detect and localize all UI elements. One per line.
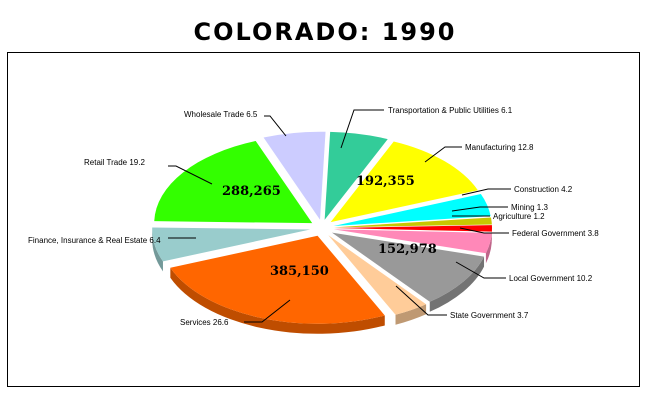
- pie-slice-1: [324, 131, 388, 220]
- leader-lines: [168, 109, 511, 323]
- slice-label-9: Services 26.6: [180, 318, 229, 327]
- pie-slice-side-8: [395, 304, 427, 325]
- data-label-2: 152,978: [378, 242, 437, 257]
- slice-label-7: Local Government 10.2: [509, 274, 593, 283]
- data-label-1: 192,355: [356, 174, 415, 189]
- leader-line-6: [459, 227, 509, 234]
- pie-slice-top-9: [170, 235, 385, 324]
- pie-slice-side-9: [170, 267, 385, 334]
- pie-slice-side-6: [485, 232, 492, 264]
- leader-line-9: [244, 299, 291, 323]
- leader-line-2: [424, 146, 462, 163]
- leader-line-1: [340, 109, 384, 149]
- data-label-3: 385,150: [270, 264, 329, 279]
- pie-slice-top-2: [330, 141, 478, 223]
- slice-label-5: Agriculture 1.2: [493, 212, 545, 221]
- pie-slice-5: [333, 225, 492, 242]
- slice-labels: Transportation & Public Utilities 6.1 Man…: [28, 106, 599, 327]
- pie-slice-top-11: [154, 140, 313, 224]
- leader-line-3: [461, 188, 511, 196]
- leader-line-11: [168, 165, 213, 185]
- pie-slice-8: [328, 235, 427, 325]
- pie-slice-6: [333, 229, 492, 264]
- leader-line-4: [451, 206, 508, 212]
- pie-slice-7: [331, 232, 485, 312]
- pie-slice-top-1: [324, 131, 388, 220]
- pie-slice-11: [154, 140, 313, 224]
- pie-slice-12: [263, 131, 326, 220]
- pie-slice-side-10: [152, 229, 163, 272]
- data-label-4: 288,265: [222, 184, 281, 199]
- pie-slice-4: [333, 217, 492, 228]
- pie-slice-top-6: [333, 229, 492, 254]
- leader-line-8: [395, 285, 447, 316]
- leader-line-7: [455, 261, 506, 279]
- slice-label-3: Construction 4.2: [514, 185, 573, 194]
- slice-label-11: Retail Trade 19.2: [84, 158, 145, 167]
- pie-slice-top-8: [328, 235, 427, 315]
- pie-slice-top-10: [152, 227, 311, 262]
- pie-slices: [152, 131, 492, 334]
- pie-slice-top-5: [333, 225, 492, 232]
- slice-label-4: Mining 1.3: [511, 203, 548, 212]
- data-labels: 192,355 152,978 385,150 288,265: [222, 174, 437, 279]
- leader-line-12: [264, 115, 287, 137]
- slice-label-10: Finance, Insurance & Real Estate 6.4: [28, 236, 161, 245]
- pie-slice-9: [170, 235, 385, 334]
- pie-slice-10: [152, 227, 311, 272]
- pie-slice-2: [330, 141, 478, 223]
- slice-label-2: Manufacturing 12.8: [465, 143, 534, 152]
- slice-label-12: Wholesale Trade 6.5: [184, 110, 258, 119]
- slice-label-6: Federal Government 3.8: [512, 229, 599, 238]
- slice-label-1: Transportation & Public Utilities 6.1: [388, 106, 513, 115]
- pie-slice-top-4: [333, 217, 492, 228]
- pie-slice-side-7: [429, 256, 485, 312]
- pie-slice-top-7: [331, 232, 485, 302]
- chart-title: COLORADO: 1990: [193, 18, 457, 46]
- slice-label-8: State Government 3.7: [450, 311, 529, 320]
- pie-slice-3: [333, 194, 491, 226]
- pie-slice-top-3: [333, 194, 491, 226]
- pie-slice-top-12: [263, 131, 326, 220]
